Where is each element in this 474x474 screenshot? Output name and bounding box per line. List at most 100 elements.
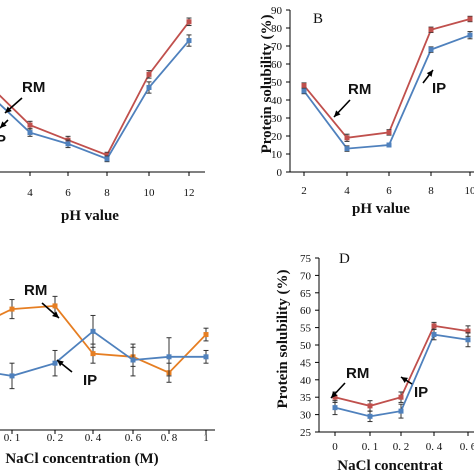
arrow-head [0,121,7,128]
x-tick-label: 1 [203,432,209,444]
y-tick-label: 75 [300,253,312,265]
x-tick-label: 10 [144,187,156,199]
data-point [52,303,58,309]
series-rm [301,15,473,142]
y-tick-label: 60 [271,59,283,71]
y-tick-label: 65 [300,288,312,300]
data-point [90,351,96,357]
data-point [465,337,471,343]
x-tick-label: 0. 6 [125,432,142,444]
data-point [146,71,152,77]
annotation-label: P [0,132,6,149]
data-point [9,306,15,312]
y-tick-label: 30 [300,410,312,422]
y-axis-title: Protein solubility (%) [275,270,291,409]
data-point [27,130,33,136]
x-axis-title: NaCl concentration (M) [5,451,158,467]
data-point [104,152,110,158]
panel-b: 0 10 20 30 40 50 60 70 80 90 2 4 6 8 10 pH value Protein… [259,5,474,217]
data-point [431,323,437,329]
x-tick-label: 6 [65,187,71,199]
data-point [186,38,192,44]
x-tick-label: 6 [386,185,392,197]
data-point [344,146,350,152]
x-tick-label: 2 [301,185,307,197]
x-axis-title: pH value [352,201,410,217]
series-ip [0,314,209,390]
data-point [301,83,307,89]
series-line [0,21,190,157]
annotation-label: IP [414,384,428,401]
x-tick-label: 8 [104,187,110,199]
y-tick-label: 25 [300,427,312,439]
panel-a: 4 6 8 10 12 pH value RM P [0,17,205,224]
y-tick-label: 20 [271,131,283,143]
annotation-label: RM [24,282,47,299]
x-tick-label: 4 [27,187,33,199]
annotation-label: IP [432,80,446,97]
panel-d: 25 30 35 40 45 50 55 60 65 70 75 0 0. 1 0. 2 0. 4 0. 6 N… [275,251,474,474]
arrow-head [57,360,64,367]
arrow-head [334,110,341,117]
data-point [386,142,392,148]
data-point [398,408,404,414]
y-tick-label: 90 [271,5,283,17]
y-tick-label: 60 [300,305,312,317]
x-tick-label: 0. 2 [393,441,410,453]
data-point [332,394,338,400]
data-point [367,403,373,409]
y-tick-label: 45 [300,357,312,369]
data-point [467,32,473,38]
y-tick-label: 70 [300,270,312,282]
data-point [104,156,110,162]
data-point [428,47,434,53]
x-tick-label: 0. 2 [47,432,64,444]
x-tick-label: 0 [332,441,338,453]
y-tick-label: 0 [277,167,283,179]
data-point [130,357,136,363]
data-point [27,122,33,128]
data-point [367,413,373,419]
y-tick-label: 80 [271,23,283,35]
y-tick-label: 10 [271,149,283,161]
data-point [344,135,350,141]
arrow-head [331,391,338,398]
series-ip [332,328,471,423]
arrow-head [401,377,408,383]
x-tick-label: 0. 4 [426,441,443,453]
y-tick-label: 30 [271,113,283,125]
arrow-head [5,106,12,113]
data-point [52,360,58,366]
data-point [465,328,471,334]
annotation-label: RM [22,79,45,96]
data-point [203,332,209,338]
y-tick-label: 40 [300,375,312,387]
x-tick-label: 0. 1 [4,432,21,444]
y-tick-label: 50 [271,77,283,89]
annotation-label: RM [348,81,371,98]
data-point [301,88,307,94]
data-point [186,19,192,25]
data-point [9,373,15,379]
data-point [146,85,152,90]
panel-letter: B [313,11,323,27]
x-axis-title: NaCl concentrat [337,458,442,474]
data-point [332,405,338,411]
series-line [0,39,190,160]
y-axis-title: Protein solubility (%) [259,15,275,154]
y-tick-label: 70 [271,41,283,53]
y-tick-label: 35 [300,392,312,404]
x-tick-label: 10 [465,185,474,197]
x-tick-label: 0. 8 [161,432,178,444]
data-point [428,27,434,33]
arrow-head [52,311,59,318]
annotation-label: IP [83,372,97,389]
series-ip [301,31,473,152]
data-point [166,354,172,360]
data-point [386,129,392,135]
data-point [431,332,437,338]
arrow-head [426,70,433,77]
x-axis-title: pH value [61,208,119,224]
series-line [303,18,471,139]
data-point [467,16,473,22]
